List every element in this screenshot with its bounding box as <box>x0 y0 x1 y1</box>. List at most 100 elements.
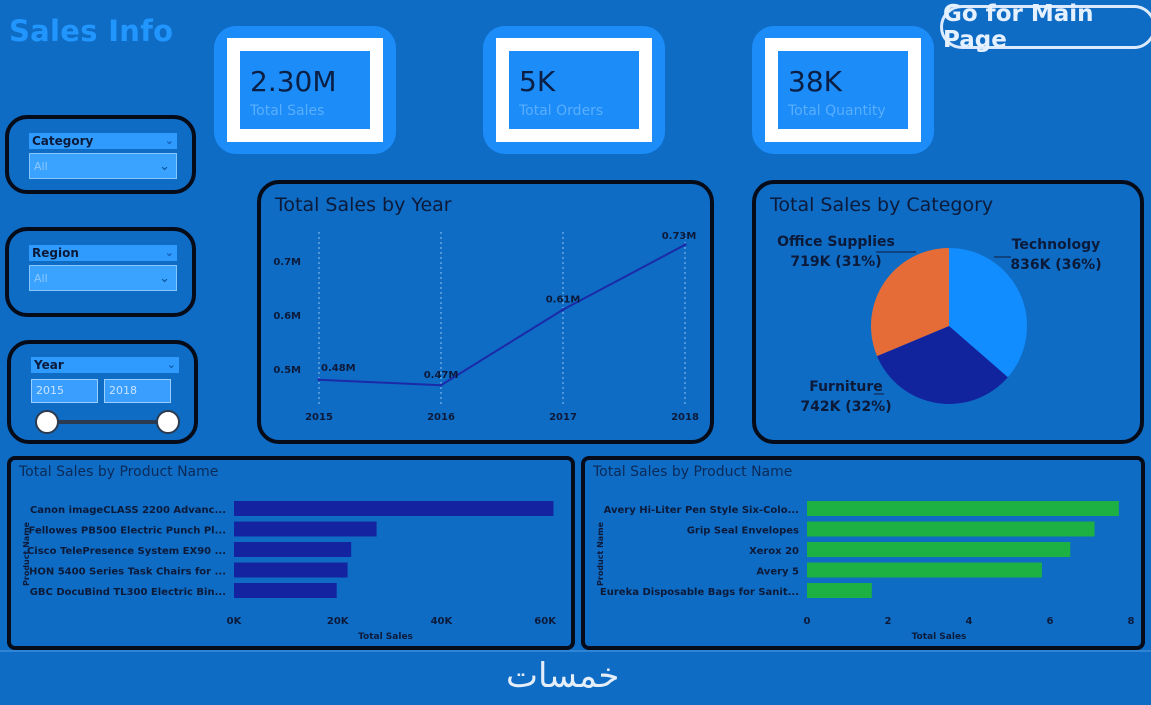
slice-value-label: 836K (36%) <box>1010 257 1101 273</box>
slicer-label: Category <box>32 134 94 148</box>
x-tick-label: 2 <box>885 616 892 627</box>
category-label: Fellowes PB500 Electric Punch Pl... <box>29 526 226 537</box>
pie-chart: Technology 836K (36%) Furniture 742K (32%) O… <box>777 234 1101 415</box>
slicer-header[interactable]: Region ⌄ <box>29 245 177 261</box>
x-tick-label: 2016 <box>427 412 455 423</box>
kpi-value: 38K <box>788 65 842 98</box>
series-line <box>318 243 686 387</box>
chart-title: Total Sales by Product Name <box>593 464 793 480</box>
x-tick-label: 2015 <box>305 412 333 423</box>
chevron-down-icon: ⌄ <box>159 271 170 286</box>
x-axis-label: Total Sales <box>912 632 967 642</box>
y-tick-label: 0.5M <box>273 365 301 376</box>
data-label: 0.48M <box>321 363 356 374</box>
data-point <box>317 378 321 382</box>
kpi-label: Total Sales <box>250 103 325 119</box>
slicer-header[interactable]: Year ⌄ <box>31 357 179 373</box>
year-slider-end-handle[interactable] <box>156 410 180 434</box>
data-point <box>439 383 443 387</box>
y-tick-label: 0.6M <box>273 311 301 322</box>
footer-strip <box>0 650 1151 705</box>
data-point <box>683 243 687 247</box>
year-slicer: Year ⌄ 2015 2018 <box>7 340 198 444</box>
category-label: Eureka Disposable Bags for Sanit... <box>600 587 799 598</box>
category-label: Canon imageCLASS 2200 Advanc... <box>30 505 226 516</box>
data-label: 0.73M <box>662 231 697 242</box>
bar <box>807 501 1119 516</box>
slicer-label: Year <box>34 358 64 372</box>
logo: خمسات <box>506 656 620 696</box>
line-chart: 2015 2016 2017 2018 0.5M 0.6M 0.7M 0.48M 0.47M 0.… <box>273 231 699 423</box>
year-slider-track[interactable] <box>47 420 171 424</box>
category-label: Xerox 20 <box>749 546 799 557</box>
sales-by-category-panel: Total Sales by Category Technology 836K (… <box>752 180 1144 444</box>
pie-slice <box>877 326 1008 404</box>
x-tick-label: 4 <box>966 616 973 627</box>
page-title: Sales Info <box>9 14 174 48</box>
category-label: GBC DocuBind TL300 Electric Bin... <box>30 587 226 598</box>
bar <box>807 562 1042 578</box>
pie-slice <box>949 248 1027 378</box>
bar <box>234 542 352 557</box>
data-label: 0.47M <box>424 370 459 381</box>
y-axis-label: Product Name <box>22 521 31 586</box>
chart-title: Total Sales by Product Name <box>19 464 219 480</box>
bar <box>807 583 872 598</box>
chevron-down-icon: ⌄ <box>159 159 170 174</box>
pie-slice <box>871 248 949 357</box>
category-label: Avery Hi-Liter Pen Style Six-Colo... <box>604 505 799 516</box>
sales-by-year-panel: Total Sales by Year 2015 2016 2017 2018 0.5M… <box>257 180 714 444</box>
year-start-input[interactable]: 2015 <box>31 379 98 403</box>
slicer-header[interactable]: Category ⌄ <box>29 133 177 149</box>
bar <box>234 521 377 537</box>
chevron-down-icon: ⌄ <box>164 134 174 147</box>
year-slider-start-handle[interactable] <box>35 410 59 434</box>
x-tick-label: 2017 <box>549 412 577 423</box>
x-tick-label: 0K <box>227 616 243 627</box>
kpi-card-total-orders: 5K Total Orders <box>483 26 665 154</box>
category-label: Avery 5 <box>756 567 799 578</box>
region-slicer: Region ⌄ All ⌄ <box>5 227 196 317</box>
slice-value-label: 742K (32%) <box>800 399 891 415</box>
slice-name-label: Furniture <box>809 379 883 395</box>
sales-by-product-panel-1: Total Sales by Product Name Canon imageC… <box>7 456 575 650</box>
category-label: Cisco TelePresence System EX90 ... <box>27 546 226 557</box>
x-tick-label: 40K <box>431 616 454 627</box>
chart-title: Total Sales by Year <box>275 194 452 216</box>
slice-name-label: Technology <box>1012 237 1101 253</box>
kpi-card-total-quantity: 38K Total Quantity <box>752 26 934 154</box>
chevron-down-icon: ⌄ <box>164 246 174 259</box>
slice-value-label: 719K (31%) <box>790 254 881 270</box>
bar <box>234 562 348 578</box>
x-tick-label: 20K <box>327 616 350 627</box>
slice-name-label: Office Supplies <box>777 234 895 250</box>
x-tick-label: 8 <box>1128 616 1135 627</box>
bar <box>807 542 1071 557</box>
slicer-label: Region <box>32 246 79 260</box>
bar <box>234 583 337 598</box>
bar <box>234 501 554 516</box>
x-tick-label: 2018 <box>671 412 699 423</box>
sales-by-product-panel-2: Total Sales by Product Name Avery Hi-Lit… <box>581 456 1145 650</box>
bar-chart: Canon imageCLASS 2200 Advanc... Fellowes … <box>22 501 557 642</box>
category-label: HON 5400 Series Task Chairs for ... <box>29 567 226 578</box>
go-main-page-button[interactable]: Go for Main Page <box>940 1 1151 53</box>
kpi-label: Total Quantity <box>788 103 886 119</box>
year-end-input[interactable]: 2018 <box>104 379 171 403</box>
data-point <box>561 308 565 312</box>
y-axis-label: Product Name <box>596 521 605 586</box>
region-dropdown[interactable]: All ⌄ <box>29 265 177 291</box>
category-label: Grip Seal Envelopes <box>687 526 799 537</box>
y-tick-label: 0.7M <box>273 257 301 268</box>
chevron-down-icon: ⌄ <box>166 358 176 371</box>
bar <box>807 521 1095 537</box>
x-tick-label: 6 <box>1047 616 1054 627</box>
category-dropdown[interactable]: All ⌄ <box>29 153 177 179</box>
kpi-card-total-sales: 2.30M Total Sales <box>214 26 396 154</box>
category-slicer: Category ⌄ All ⌄ <box>5 115 196 194</box>
x-axis-label: Total Sales <box>358 632 413 642</box>
x-tick-label: 60K <box>534 616 557 627</box>
data-label: 0.61M <box>546 295 581 306</box>
kpi-label: Total Orders <box>519 103 604 119</box>
x-tick-label: 0 <box>804 616 811 627</box>
